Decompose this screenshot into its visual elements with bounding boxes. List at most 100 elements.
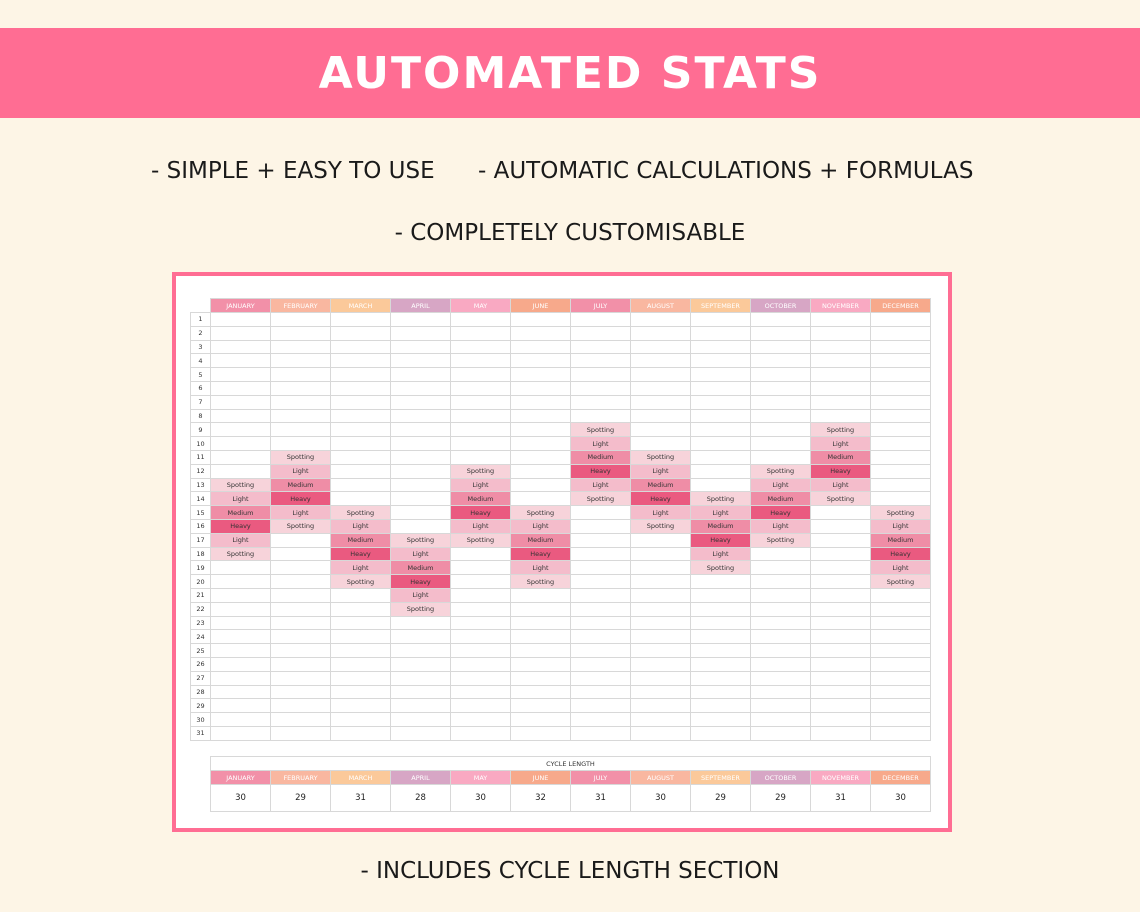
flow-cell[interactable] xyxy=(330,325,391,341)
flow-cell[interactable] xyxy=(630,394,691,410)
flow-cell[interactable] xyxy=(570,725,631,741)
flow-cell[interactable] xyxy=(210,449,271,465)
flow-cell[interactable] xyxy=(810,656,871,672)
flow-cell[interactable] xyxy=(750,670,811,686)
flow-cell[interactable] xyxy=(570,394,631,410)
flow-cell[interactable] xyxy=(870,408,931,424)
flow-cell[interactable] xyxy=(330,422,391,438)
flow-cell[interactable] xyxy=(390,339,451,355)
flow-cell[interactable] xyxy=(450,712,511,727)
flow-cell[interactable] xyxy=(450,560,511,576)
flow-cell[interactable]: Light xyxy=(690,546,751,562)
flow-cell[interactable] xyxy=(270,601,331,617)
flow-cell[interactable]: Light xyxy=(390,587,451,603)
flow-cell[interactable] xyxy=(810,684,871,700)
flow-cell[interactable] xyxy=(330,408,391,424)
flow-cell[interactable] xyxy=(810,339,871,355)
flow-cell[interactable] xyxy=(270,436,331,451)
flow-cell[interactable] xyxy=(630,684,691,700)
flow-cell[interactable] xyxy=(690,698,751,714)
flow-cell[interactable] xyxy=(330,615,391,631)
flow-cell[interactable] xyxy=(810,712,871,727)
flow-cell[interactable]: Heavy xyxy=(810,463,871,479)
flow-cell[interactable] xyxy=(870,698,931,714)
flow-cell[interactable]: Light xyxy=(330,560,391,576)
flow-cell[interactable] xyxy=(210,643,271,658)
flow-cell[interactable] xyxy=(210,463,271,479)
flow-cell[interactable] xyxy=(510,615,571,631)
flow-cell[interactable] xyxy=(390,491,451,507)
flow-cell[interactable] xyxy=(630,367,691,382)
flow-cell[interactable] xyxy=(870,601,931,617)
flow-cell[interactable] xyxy=(870,380,931,396)
flow-cell[interactable] xyxy=(690,422,751,438)
flow-cell[interactable] xyxy=(630,615,691,631)
flow-cell[interactable] xyxy=(510,436,571,451)
flow-cell[interactable] xyxy=(750,587,811,603)
flow-cell[interactable] xyxy=(210,422,271,438)
flow-cell[interactable]: Spotting xyxy=(270,449,331,465)
flow-cell[interactable] xyxy=(570,629,631,645)
flow-cell[interactable]: Light xyxy=(810,436,871,451)
flow-cell[interactable] xyxy=(330,477,391,493)
flow-cell[interactable] xyxy=(750,684,811,700)
flow-cell[interactable] xyxy=(270,380,331,396)
flow-cell[interactable] xyxy=(510,725,571,741)
flow-cell[interactable] xyxy=(330,629,391,645)
flow-cell[interactable] xyxy=(450,656,511,672)
flow-cell[interactable] xyxy=(210,574,271,589)
flow-cell[interactable]: Medium xyxy=(690,518,751,534)
flow-cell[interactable] xyxy=(630,587,691,603)
flow-cell[interactable] xyxy=(870,312,931,327)
flow-cell[interactable]: Light xyxy=(270,463,331,479)
flow-cell[interactable] xyxy=(810,394,871,410)
flow-cell[interactable]: Medium xyxy=(510,532,571,548)
flow-cell[interactable] xyxy=(510,601,571,617)
flow-cell[interactable] xyxy=(330,312,391,327)
flow-cell[interactable] xyxy=(870,422,931,438)
flow-cell[interactable] xyxy=(210,312,271,327)
flow-cell[interactable] xyxy=(570,684,631,700)
flow-cell[interactable] xyxy=(330,436,391,451)
flow-cell[interactable]: Spotting xyxy=(630,518,691,534)
flow-cell[interactable] xyxy=(390,725,451,741)
flow-cell[interactable] xyxy=(510,477,571,493)
flow-cell[interactable]: Heavy xyxy=(270,491,331,507)
flow-cell[interactable] xyxy=(270,712,331,727)
flow-cell[interactable] xyxy=(690,436,751,451)
flow-cell[interactable] xyxy=(210,587,271,603)
flow-cell[interactable]: Spotting xyxy=(570,422,631,438)
flow-cell[interactable] xyxy=(450,587,511,603)
flow-cell[interactable] xyxy=(270,325,331,341)
flow-cell[interactable] xyxy=(210,656,271,672)
flow-cell[interactable] xyxy=(750,656,811,672)
flow-cell[interactable] xyxy=(270,353,331,369)
flow-cell[interactable]: Spotting xyxy=(810,422,871,438)
flow-cell[interactable] xyxy=(570,532,631,548)
flow-cell[interactable] xyxy=(450,367,511,382)
flow-cell[interactable] xyxy=(270,684,331,700)
flow-cell[interactable] xyxy=(750,408,811,424)
flow-cell[interactable] xyxy=(810,670,871,686)
flow-cell[interactable] xyxy=(510,587,571,603)
flow-cell[interactable] xyxy=(450,601,511,617)
flow-cell[interactable] xyxy=(870,491,931,507)
flow-cell[interactable] xyxy=(450,725,511,741)
flow-cell[interactable] xyxy=(270,698,331,714)
flow-cell[interactable] xyxy=(810,532,871,548)
flow-cell[interactable] xyxy=(570,643,631,658)
flow-cell[interactable] xyxy=(390,380,451,396)
flow-cell[interactable]: Spotting xyxy=(630,449,691,465)
flow-cell[interactable] xyxy=(210,394,271,410)
flow-cell[interactable] xyxy=(690,725,751,741)
flow-cell[interactable] xyxy=(630,601,691,617)
flow-cell[interactable] xyxy=(570,712,631,727)
flow-cell[interactable] xyxy=(870,670,931,686)
flow-cell[interactable] xyxy=(330,670,391,686)
flow-cell[interactable] xyxy=(570,518,631,534)
flow-cell[interactable] xyxy=(630,725,691,741)
flow-cell[interactable] xyxy=(690,656,751,672)
flow-cell[interactable]: Spotting xyxy=(690,491,751,507)
flow-cell[interactable] xyxy=(270,670,331,686)
flow-cell[interactable] xyxy=(690,339,751,355)
